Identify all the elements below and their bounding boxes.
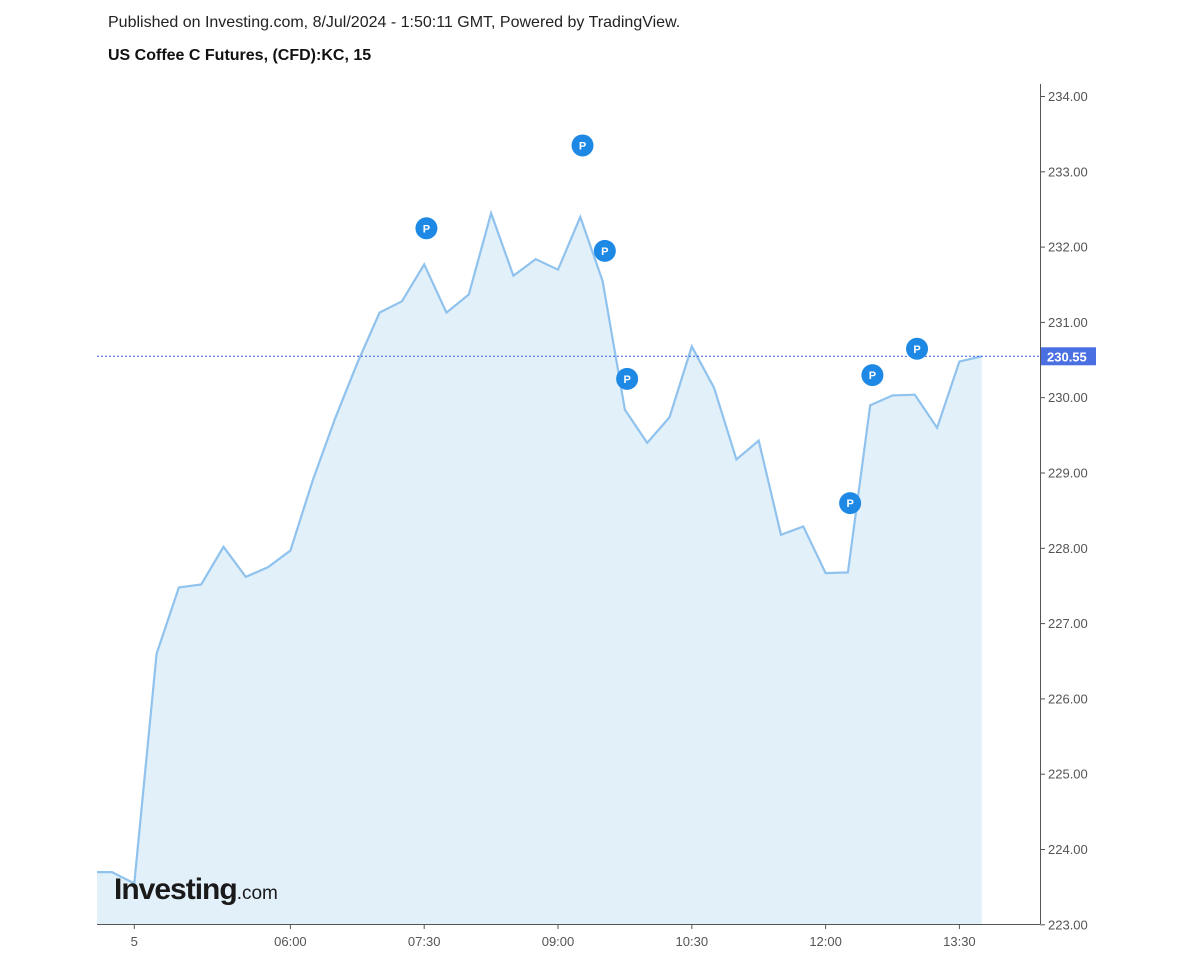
p-marker-label: P [579,140,586,152]
p-marker-dot [415,217,438,240]
y-tick-label: 232.00 [1048,240,1088,255]
p-marker-dot [906,337,929,360]
p-marker[interactable]: P [415,217,438,240]
investing-logo: Investing.com [114,873,278,906]
y-tick-label: 228.00 [1048,541,1088,556]
p-marker-label: P [846,498,853,510]
axes: 234.00 233.00 232.00 231.00 230.00 229.00 228.… [97,84,1096,949]
p-marker-dot [861,364,884,387]
x-tick-label: 5 [131,934,138,949]
p-marker[interactable]: P [906,337,929,360]
p-marker[interactable]: P [616,367,639,390]
markers: P P P P P P P [415,134,929,515]
p-marker[interactable]: P [839,492,862,515]
p-marker-label: P [869,370,876,382]
p-marker-label: P [423,223,430,235]
last-price-label: 230.55 [1047,349,1087,364]
x-tick-label: 10:30 [676,934,709,949]
p-marker-label: P [623,374,630,386]
x-tick-label: 07:30 [408,934,441,949]
p-marker-label: P [601,246,608,258]
p-marker-dot [839,492,862,515]
p-marker[interactable]: P [861,364,884,387]
p-marker[interactable]: P [593,239,616,262]
y-tick-label: 233.00 [1048,164,1088,179]
p-marker-dot [616,367,639,390]
published-info: Published on Investing.com, 8/Jul/2024 -… [108,14,681,31]
last-price-tag [1041,347,1096,366]
y-tick-label: 226.00 [1048,691,1088,706]
y-tick-label: 227.00 [1048,616,1088,631]
y-tick-label: 231.00 [1048,315,1088,330]
p-marker[interactable]: P [571,134,594,157]
y-tick-label: 224.00 [1048,842,1088,857]
chart-title: US Coffee C Futures, (CFD):KC, 15 [108,47,372,64]
y-tick-label: 225.00 [1048,767,1088,782]
y-tick-label: 229.00 [1048,466,1088,481]
x-tick-label: 06:00 [274,934,307,949]
x-tick-label: 09:00 [542,934,575,949]
y-tick-label: 223.00 [1048,917,1088,932]
x-tick-label: 12:00 [809,934,842,949]
y-tick-label: 234.00 [1048,89,1088,104]
x-tick-label: 13:30 [943,934,976,949]
p-marker-dot [593,239,616,262]
price-series-line [97,209,982,886]
y-tick-label: 230.00 [1048,390,1088,405]
p-marker-dot [571,134,594,157]
plot-area [97,209,982,924]
price-area-fill [97,213,982,924]
p-marker-label: P [913,344,920,356]
